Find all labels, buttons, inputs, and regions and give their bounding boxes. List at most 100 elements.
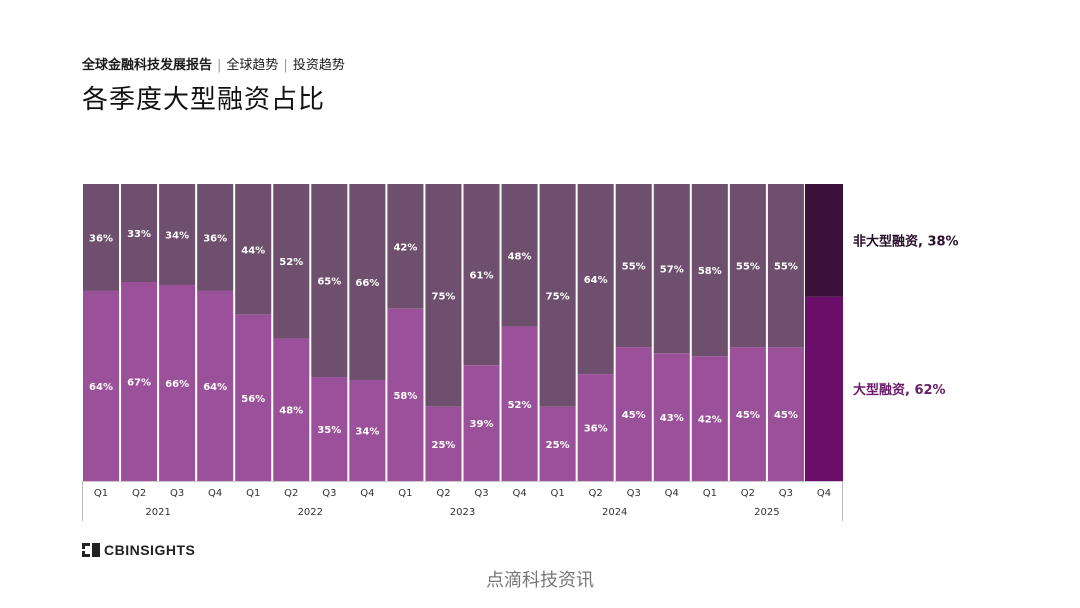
x-tick-label: Q3 [779, 488, 793, 499]
year-label: 2024 [602, 507, 627, 518]
bar-segment-large [463, 365, 500, 481]
bar-segment-large [577, 374, 614, 481]
breadcrumb: 全球金融科技发展报告 | 全球趋势 | 投资趋势 [82, 54, 345, 73]
data-label-large: 42% [698, 415, 722, 426]
bar-segment-large [387, 308, 424, 481]
bar-segment-non-large [539, 184, 576, 407]
bar-segment-large [615, 347, 652, 481]
bar-segment-non-large [577, 184, 614, 375]
bar-segment-non-large [804, 184, 843, 297]
x-tick-label: Q3 [627, 488, 641, 499]
x-tick-label: Q2 [284, 488, 298, 499]
bar-segment-large [349, 380, 386, 481]
data-label-large: 58% [393, 391, 417, 402]
subsection-name: 投资趋势 [292, 58, 345, 73]
header: 全球金融科技发展报告 | 全球趋势 | 投资趋势 各季度大型融资占比 [82, 54, 345, 116]
bar-segment-large [539, 406, 576, 481]
bar-segment-non-large [615, 184, 652, 348]
bar-segment-non-large [273, 184, 310, 339]
bar-segment-non-large [121, 184, 158, 283]
data-label-large: 45% [622, 410, 646, 421]
bar-segment-non-large [501, 184, 538, 327]
bar-segment-large [159, 284, 196, 481]
x-tick-label: Q2 [741, 488, 755, 499]
cb-insights-logo: CBINSIGHTS [82, 542, 195, 558]
data-label-non-large: 55% [622, 262, 646, 273]
data-label-non-large: 42% [393, 242, 417, 253]
data-label-large: 64% [89, 382, 113, 393]
x-tick-label: Q1 [703, 488, 717, 499]
bar-segment-non-large [691, 184, 728, 357]
bar-segment-non-large [235, 184, 272, 315]
bar-segment-non-large [729, 184, 766, 348]
data-label-large: 45% [736, 410, 760, 421]
logo-text: CBINSIGHTS [104, 542, 196, 558]
data-label-large: 45% [774, 410, 798, 421]
data-label-non-large: 33% [127, 229, 151, 240]
data-label-non-large: 61% [470, 271, 494, 282]
x-tick-label: Q1 [94, 488, 108, 499]
x-tick-label: Q4 [665, 488, 679, 499]
breadcrumb-separator: | [283, 58, 288, 73]
data-label-large: 43% [660, 413, 684, 424]
x-tick-label: Q4 [817, 488, 831, 499]
watermark: 点滴科技资讯 [486, 570, 594, 591]
bar-segment-large [273, 338, 310, 481]
x-tick-label: Q2 [436, 488, 450, 499]
data-label-large: 36% [584, 424, 608, 435]
bar-segment-large [729, 347, 766, 481]
year-label: 2021 [145, 507, 170, 518]
data-label-large: 35% [317, 425, 341, 436]
bar-segment-non-large [387, 184, 424, 309]
x-tick-label: Q1 [398, 488, 412, 499]
bar-segment-non-large [349, 184, 386, 381]
year-label: 2022 [298, 507, 323, 518]
data-label-non-large: 48% [508, 251, 532, 262]
data-label-large: 25% [546, 440, 570, 451]
bar-segment-large [83, 290, 120, 481]
bar-segment-non-large [653, 184, 690, 354]
data-label-large: 56% [241, 394, 265, 405]
bar-segment-large [121, 282, 158, 481]
x-tick-label: Q3 [322, 488, 336, 499]
data-label-large: 64% [203, 382, 227, 393]
bar-segment-large [311, 377, 348, 481]
data-label-large: 48% [279, 406, 303, 417]
x-tick-label: Q2 [132, 488, 146, 499]
bar-segment-large [235, 314, 272, 481]
bar-segment-non-large [463, 184, 500, 366]
x-tick-label: Q4 [512, 488, 526, 499]
data-label-non-large: 57% [660, 265, 684, 276]
bar-segment-large [501, 326, 538, 481]
breadcrumb-separator: | [217, 58, 222, 73]
bar-segment-large [691, 356, 728, 481]
data-label-non-large: 58% [698, 266, 722, 277]
data-label-non-large: 34% [165, 230, 189, 241]
x-tick-label: Q1 [551, 488, 565, 499]
year-label: 2023 [450, 507, 475, 518]
data-label-non-large: 66% [355, 278, 379, 289]
year-label: 2025 [754, 507, 779, 518]
data-label-non-large: 75% [432, 291, 456, 302]
bar-segment-non-large [767, 184, 804, 348]
data-label-non-large: 65% [317, 277, 341, 288]
data-label-non-large: 52% [279, 257, 303, 268]
bar-segment-large [767, 347, 804, 481]
bar-segment-non-large [159, 184, 196, 285]
x-tick-label: Q2 [589, 488, 603, 499]
data-label-non-large: 36% [203, 233, 227, 244]
x-tick-label: Q1 [246, 488, 260, 499]
data-label-non-large: 75% [546, 291, 570, 302]
data-label-large: 39% [470, 419, 494, 430]
data-label-non-large: 44% [241, 245, 265, 256]
bar-segment-non-large [425, 184, 462, 407]
data-label-large: 67% [127, 378, 151, 389]
data-label-large: 66% [165, 379, 189, 390]
data-label-non-large: 64% [584, 275, 608, 286]
data-label-large: 52% [508, 400, 532, 411]
bar-segment-non-large [197, 184, 234, 291]
x-tick-label: Q3 [474, 488, 488, 499]
bar-segment-large [653, 353, 690, 481]
data-label-non-large: 55% [774, 262, 798, 273]
